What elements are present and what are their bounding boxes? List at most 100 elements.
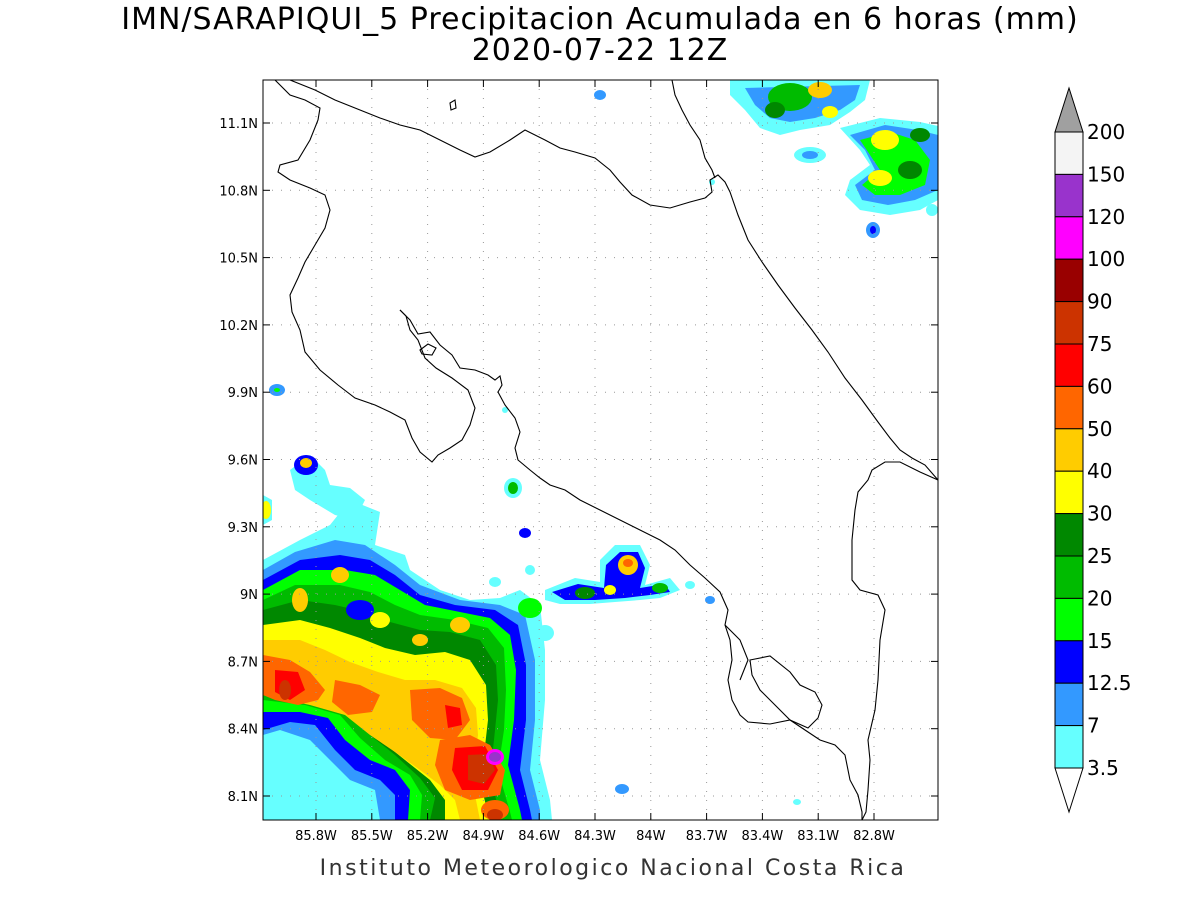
precip-cell [604,585,616,595]
precip-cell [346,600,374,620]
colorbar-swatch [1054,640,1084,684]
lat-tick-label: 8.4N [228,723,258,738]
precip-cell [615,784,629,794]
precip-cell [871,130,899,150]
precip-cell [926,204,938,216]
precip-area [332,680,380,715]
colorbar-label: 25 [1087,544,1112,568]
lat-tick-label: 9.6N [228,454,258,469]
colorbar-swatch [1054,173,1084,218]
colorbar-swatch [1054,385,1084,430]
precip-cell [279,680,291,700]
colorbar-label: 3.5 [1087,756,1119,780]
colorbar-swatch [1054,131,1084,175]
map-date: 2020-07-22 12Z [471,33,729,68]
lat-tick-label: 10.2N [219,319,258,334]
precip-cell [487,809,503,820]
precip-cell [910,128,930,142]
coastline-segment [724,624,749,681]
peninsula [749,655,823,729]
lon-tick-label: 84.9W [462,829,504,844]
lat-tick-label: 11.1N [219,117,258,132]
lon-tick-label: 84.3W [574,829,616,844]
lat-tick-label: 9N [240,588,258,603]
colorbar-swatch [1054,513,1084,557]
lon-tick-label: 84W [636,829,666,844]
lon-tick-label: 83.1W [797,829,839,844]
island [419,343,437,356]
coastline-segment [289,80,938,481]
precip-cell [898,161,922,179]
lat-tick-label: 8.7N [228,655,258,670]
map-title: IMN/SARAPIQUI_5 Precipitacion Acumulada … [121,2,1079,37]
precip-cell [518,598,542,618]
colorbar-label: 30 [1087,502,1112,526]
lat-lon-grid [263,80,938,820]
colorbar: 200 150 120 100 90 75 60 50 40 30 25 20 15 12.5 7 3.5 [1054,86,1132,814]
precip-cell [793,799,801,805]
plot-frame [262,79,939,821]
colorbar-swatch [1054,216,1084,260]
precip-cell [489,577,501,587]
lat-tick-label: 10.8N [219,184,258,199]
precip-cell [575,587,595,599]
colorbar-label: 150 [1087,162,1125,186]
colorbar-label: 90 [1087,290,1112,314]
lon-tick-label: 83.4W [741,829,783,844]
lon-tick-label: 83.7W [686,829,728,844]
colorbar-label: 100 [1087,247,1125,271]
lat-tick-label: 10.5N [219,252,258,267]
colorbar-swatch [1054,725,1084,769]
colorbar-swatch [1054,343,1084,387]
precip-cell [765,102,785,118]
precip-cell [870,226,876,234]
precip-cell [525,565,535,575]
colorbar-swatch [1054,470,1084,515]
precip-cell [412,634,428,646]
colorbar-swatch [1054,597,1084,642]
lon-tick-label: 82.8W [853,829,895,844]
colorbar-swatch [1054,428,1084,472]
precip-area [410,688,470,740]
precip-cell [263,501,271,519]
precip-cell [489,752,501,762]
lon-tick-label: 85.2W [407,829,449,844]
latitude-ticks: 11.1N 10.8N 10.5N 10.2N 9.9N 9.6N 9.3N 9N 8.7N 8.… [219,117,938,805]
precip-cell [331,567,349,583]
lon-tick-label: 85.5W [351,829,393,844]
lat-tick-label: 9.9N [228,386,258,401]
precip-cell [822,106,838,118]
colorbar-under-arrow [1054,767,1084,814]
precip-cell [685,581,695,589]
colorbar-label: 60 [1087,374,1112,398]
precip-cell [808,82,832,98]
colorbar-label: 120 [1087,205,1125,229]
colorbar-label: 75 [1087,332,1112,356]
precip-cell [623,559,633,567]
coastline [274,80,938,820]
colorbar-label: 12.5 [1087,671,1132,695]
island [449,99,457,111]
colorbar-swatch [1054,682,1084,727]
colorbar-swatch [1054,301,1084,345]
precip-cell [536,625,554,641]
precip-cell [868,170,892,186]
coastline-segment [851,461,938,820]
lat-tick-label: 9.3N [228,521,258,536]
precip-cell [502,407,508,413]
lon-tick-label: 84.6W [518,829,560,844]
precip-cell [594,90,606,100]
precip-cell [652,583,668,593]
colorbar-label: 15 [1087,629,1112,653]
precip-cell [802,151,818,159]
colorbar-swatch [1054,258,1084,303]
precip-cell [300,458,312,468]
precip-area [445,705,462,728]
coastline-segment [671,80,716,179]
coastline-segment [274,80,476,463]
longitude-ticks: 85.8W 85.5W 85.2W 84.9W 84.6W 84.3W 84W 83.7W 83… [295,80,895,844]
credit-text: Instituto Meteorologico Nacional Costa R… [319,856,907,881]
precip-cell [519,528,531,538]
colorbar-label: 200 [1087,120,1125,144]
